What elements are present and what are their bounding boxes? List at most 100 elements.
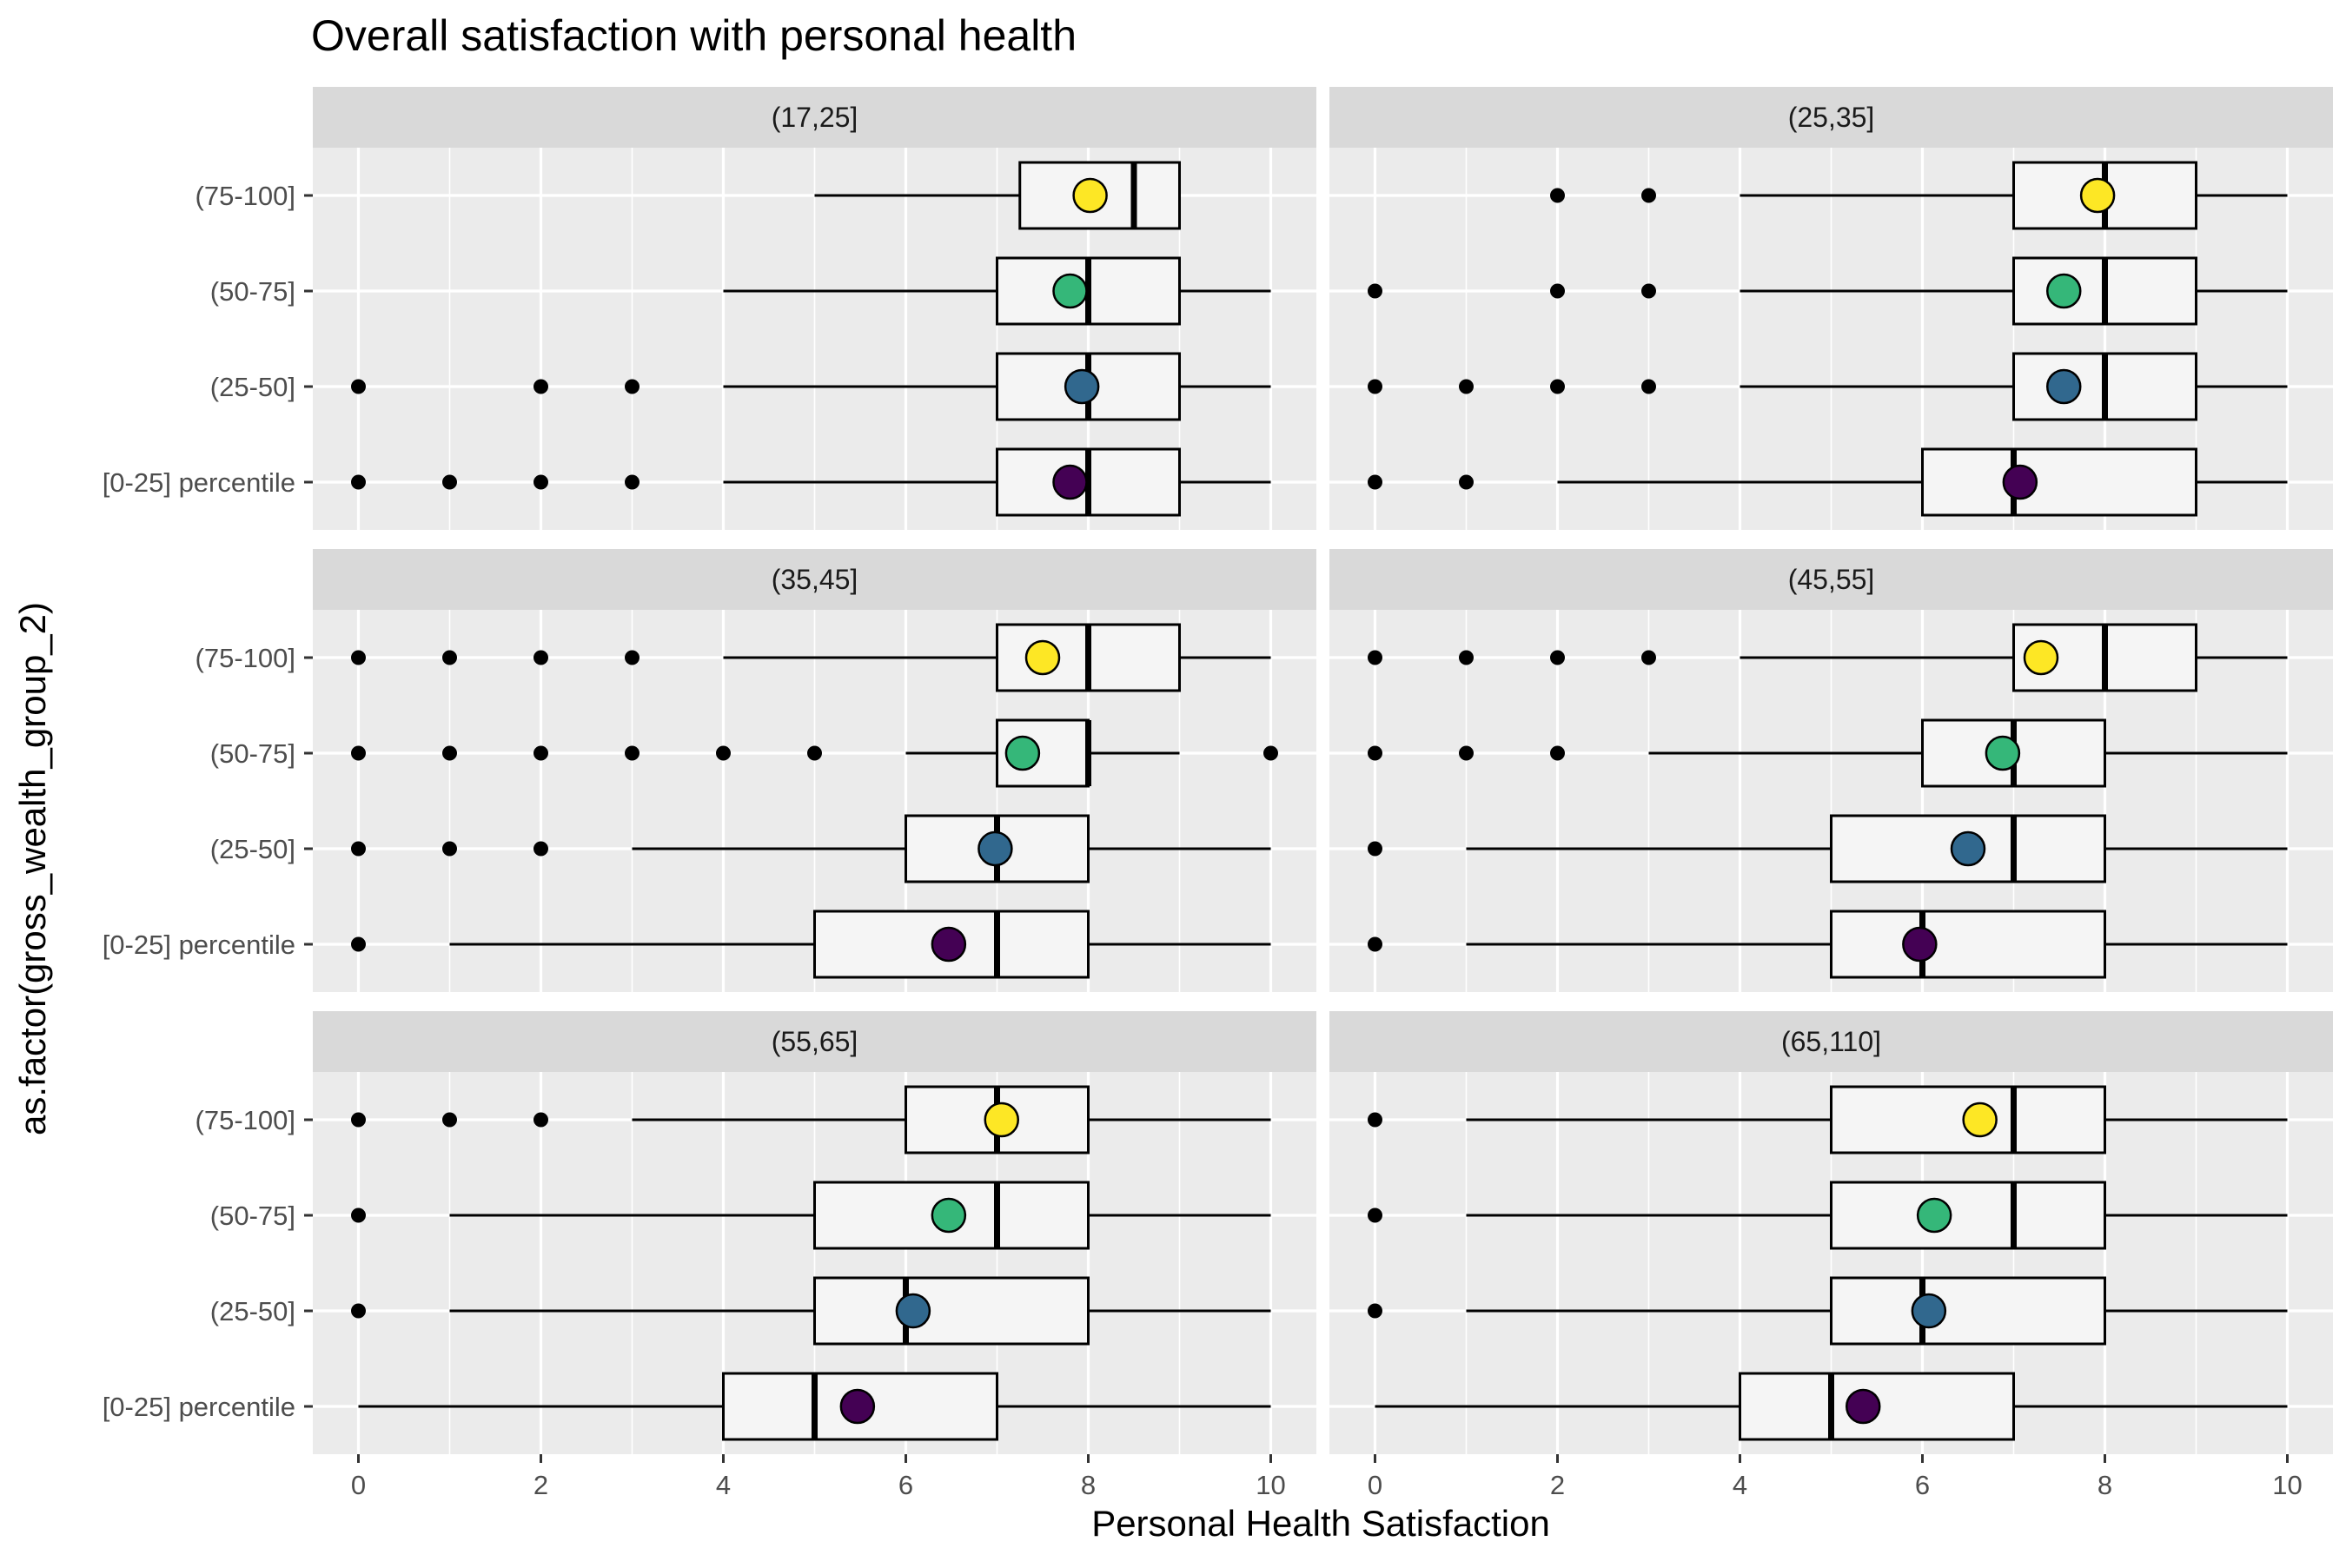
boxplot-group [358,1372,1271,1441]
mean-point [1072,177,1108,214]
mean-point [1004,735,1041,771]
y-tick-label: [0-25] percentile [103,1392,295,1422]
outlier-point [442,474,457,490]
outlier-point [533,1112,548,1128]
outlier-point [351,841,366,857]
outlier-point [1368,936,1382,952]
outlier-point [1368,650,1382,665]
outlier-point [351,1303,366,1319]
facet-strip [313,1011,1316,1072]
outlier-point [1368,1207,1382,1223]
y-tick-label: (25-50] [210,834,295,864]
y-tick-label: (75-100] [196,1105,295,1135]
boxplot-group [723,256,1271,326]
outlier-point [1368,745,1382,761]
box [1830,1276,2106,1346]
facet-panel-3: (35,45] [0-25] percentile (25-50] (50-75] (7… [103,549,1316,992]
mean-point [839,1388,876,1425]
boxplot-group [1550,161,2288,230]
outlier-point [1459,474,1474,490]
boxplot-group [1368,718,2288,788]
facet-strip [1329,87,2333,148]
outlier-point [716,745,731,761]
facet-strip-label: (65,110] [1781,1026,1881,1057]
x-tick-label: 4 [1733,1470,1747,1500]
x-tick-label: 2 [533,1470,548,1500]
boxplot-group [1368,814,2288,883]
facet-panel-6: (65,110] 0 2 4 6 8 10 [1329,1011,2333,1500]
chart-title: Overall satisfaction with personal healt… [311,11,1077,60]
mean-point [1052,464,1088,500]
boxplot-group [351,1181,1271,1250]
outlier-point [442,841,457,857]
mean-point [2046,273,2082,309]
outlier-point [625,474,640,490]
x-tick-label: 6 [898,1470,913,1500]
outlier-point [1368,283,1382,299]
outlier-point [1550,188,1565,203]
outlier-point [533,841,548,857]
mean-point [1985,735,2021,771]
outlier-point [533,745,548,761]
boxplot-group [1368,1085,2288,1154]
facet-panel-5: (55,65] [0-25] percentile (25-50] (50-75] (7… [103,1011,1316,1500]
facet-panel-4: (45,55] [1329,549,2333,992]
boxplot-group [351,910,1271,979]
outlier-point [1263,745,1278,761]
mean-point [1916,1197,1952,1234]
mean-point [2046,368,2082,405]
mean-point [1064,368,1100,405]
outlier-point [351,745,366,761]
mean-point [1846,1388,1881,1425]
mean-point [895,1293,931,1329]
box [722,1372,998,1441]
outlier-point [351,1207,366,1223]
x-tick-label: 10 [2272,1470,2302,1500]
boxplot-group [1368,1276,2288,1346]
facet-strip [313,87,1316,148]
outlier-point [1641,283,1656,299]
outlier-point [351,379,366,394]
facet-strip-label: (17,25] [772,102,858,133]
facet-strip-label: (35,45] [772,564,858,595]
outlier-point [1550,379,1565,394]
x-tick-label: 10 [1256,1470,1285,1500]
panels-layer: (17,25] [0-25] percentile (25-50] (50-75] (7… [103,87,2333,1500]
mean-point [1911,1293,1947,1329]
outlier-point [533,474,548,490]
outlier-point [625,650,640,665]
outlier-point [351,650,366,665]
outlier-point [351,474,366,490]
mean-point [931,1197,967,1234]
x-tick-label: 2 [1550,1470,1565,1500]
box [1921,447,2197,517]
box [813,1276,1090,1346]
x-tick-label: 6 [1915,1470,1930,1500]
outlier-point [1459,745,1474,761]
x-axis-title: Personal Health Satisfaction [1091,1503,1550,1544]
outlier-point [1641,650,1656,665]
boxplot-group [1368,623,2288,692]
mean-point [2079,177,2116,214]
outlier-point [442,745,457,761]
facet-strip [313,549,1316,610]
x-tick-label: 4 [716,1470,731,1500]
boxplot-group [1368,447,2288,517]
outlier-point [625,745,640,761]
outlier-point [442,650,457,665]
mean-point [1962,1102,1998,1138]
x-tick-label: 0 [351,1470,366,1500]
y-tick-label: [0-25] percentile [103,467,295,498]
boxplot-group [351,447,1271,517]
facet-panel-2: (25,35] [1329,87,2333,530]
y-tick-label: (50-75] [210,276,295,307]
boxplot-group [1368,910,2288,979]
mean-point [1052,273,1088,309]
y-tick-label: [0-25] percentile [103,930,295,960]
mean-point [2023,639,2059,676]
outlier-point [1550,745,1565,761]
outlier-point [351,936,366,952]
y-tick-label: (75-100] [196,181,295,211]
